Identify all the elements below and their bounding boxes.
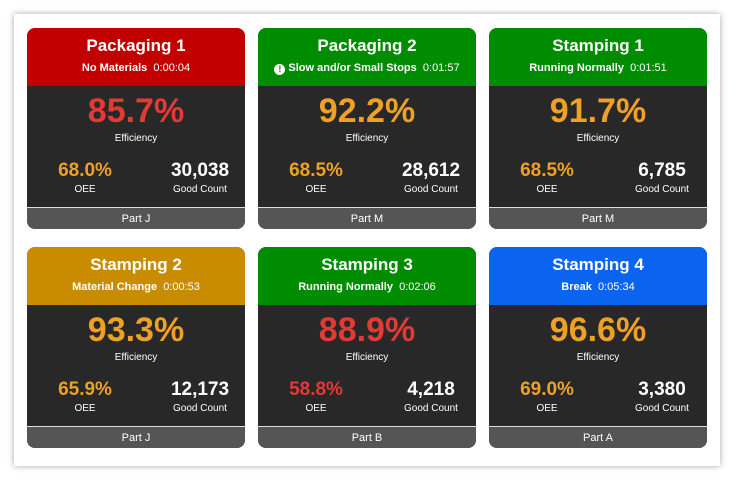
machine-name: Stamping 2 bbox=[90, 255, 182, 274]
machine-name: Stamping 4 bbox=[552, 255, 644, 274]
part-footer: Part M bbox=[489, 207, 707, 229]
oee-value: 68.5% bbox=[289, 160, 343, 181]
oee-value: 58.8% bbox=[289, 379, 343, 400]
card-header: Stamping 4 Break 0:05:34 bbox=[489, 247, 707, 305]
efficiency-label: Efficiency bbox=[114, 133, 158, 144]
card-header: Packaging 2! Slow and/or Small Stops 0:01… bbox=[258, 28, 476, 86]
dashboard: Packaging 1 No Materials 0:00:04 85.7% Effi… bbox=[14, 14, 720, 466]
status-timer: 0:00:04 bbox=[153, 62, 191, 74]
good-count-label: Good Count bbox=[173, 403, 227, 414]
machine-card: Packaging 1 No Materials 0:00:04 85.7% Effi… bbox=[27, 28, 245, 229]
efficiency-value: 93.3% bbox=[87, 311, 185, 349]
status-timer: 0:05:34 bbox=[598, 281, 635, 293]
efficiency-value: 92.2% bbox=[318, 92, 416, 130]
efficiency-label: Efficiency bbox=[576, 352, 620, 363]
good-count-label: Good Count bbox=[173, 184, 227, 195]
part-footer: Part J bbox=[27, 207, 245, 229]
oee-label: OEE bbox=[305, 184, 327, 195]
status-line: Running Normally 0:02:06 bbox=[258, 281, 476, 293]
status-icon: ! bbox=[274, 64, 286, 75]
status-text: Running Normally bbox=[298, 281, 393, 293]
status-text: Material Change bbox=[72, 281, 158, 293]
good-count-label: Good Count bbox=[404, 403, 458, 414]
good-count-value: 3,380 bbox=[638, 379, 686, 400]
oee-value: 68.5% bbox=[520, 160, 574, 181]
oee-label: OEE bbox=[536, 403, 558, 414]
status-line: Material Change 0:00:53 bbox=[27, 281, 245, 293]
good-count-value: 28,612 bbox=[401, 160, 461, 181]
good-count-label: Good Count bbox=[635, 403, 689, 414]
card-header: Stamping 1 Running Normally 0:01:51 bbox=[489, 28, 707, 86]
efficiency-label: Efficiency bbox=[345, 133, 389, 144]
status-timer: 0:02:06 bbox=[399, 281, 436, 293]
card-header: Stamping 2 Material Change 0:00:53 bbox=[27, 247, 245, 305]
efficiency-value: 88.9% bbox=[318, 311, 416, 349]
status-line: No Materials 0:00:04 bbox=[27, 62, 245, 74]
oee-value: 65.9% bbox=[58, 379, 112, 400]
efficiency-value: 85.7% bbox=[87, 92, 185, 130]
status-timer: 0:00:53 bbox=[163, 281, 200, 293]
status-text: No Materials bbox=[81, 62, 148, 74]
good-count-value: 30,038 bbox=[170, 160, 230, 181]
machine-name: Stamping 1 bbox=[552, 36, 644, 55]
machine-card: Stamping 3 Running Normally 0:02:06 88.9% E… bbox=[258, 247, 476, 448]
card-header: Packaging 1 No Materials 0:00:04 bbox=[27, 28, 245, 86]
good-count-label: Good Count bbox=[404, 184, 458, 195]
efficiency-value: 91.7% bbox=[549, 92, 647, 130]
part-footer: Part A bbox=[489, 426, 707, 448]
oee-value: 69.0% bbox=[520, 379, 574, 400]
oee-label: OEE bbox=[74, 184, 96, 195]
efficiency-label: Efficiency bbox=[114, 352, 158, 363]
machine-card: Stamping 4 Break 0:05:34 96.6% Efficiency 69… bbox=[489, 247, 707, 448]
status-line: Break 0:05:34 bbox=[489, 281, 707, 293]
machine-card: Packaging 2! Slow and/or Small Stops 0:01… bbox=[258, 28, 476, 229]
status-timer: 0:01:57 bbox=[422, 62, 460, 74]
machine-name: Stamping 3 bbox=[321, 255, 413, 274]
machine-name: Packaging 2 bbox=[317, 36, 417, 55]
status-text: Break bbox=[561, 281, 592, 293]
status-line: Running Normally 0:01:51 bbox=[489, 62, 707, 74]
oee-label: OEE bbox=[305, 403, 327, 414]
good-count-label: Good Count bbox=[635, 184, 689, 195]
oee-label: OEE bbox=[536, 184, 558, 195]
good-count-value: 4,218 bbox=[407, 379, 455, 400]
status-line: ! Slow and/or Small Stops 0:01:57 bbox=[258, 62, 476, 75]
card-header: Stamping 3 Running Normally 0:02:06 bbox=[258, 247, 476, 305]
part-footer: Part J bbox=[27, 426, 245, 448]
machine-card: Stamping 1 Running Normally 0:01:51 91.7% E… bbox=[489, 28, 707, 229]
machine-card: Stamping 2 Material Change 0:00:53 93.3% Ef… bbox=[27, 247, 245, 448]
part-footer: Part B bbox=[258, 426, 476, 448]
machine-name: Packaging 1 bbox=[86, 36, 186, 55]
oee-label: OEE bbox=[74, 403, 96, 414]
good-count-value: 12,173 bbox=[170, 379, 230, 400]
efficiency-value: 96.6% bbox=[549, 311, 647, 349]
oee-value: 68.0% bbox=[58, 160, 112, 181]
good-count-value: 6,785 bbox=[638, 160, 686, 181]
status-timer: 0:01:51 bbox=[630, 62, 667, 74]
efficiency-label: Efficiency bbox=[576, 133, 620, 144]
part-footer: Part M bbox=[258, 207, 476, 229]
efficiency-label: Efficiency bbox=[345, 352, 389, 363]
status-text: Slow and/or Small Stops bbox=[288, 62, 417, 74]
status-text: Running Normally bbox=[529, 62, 624, 74]
